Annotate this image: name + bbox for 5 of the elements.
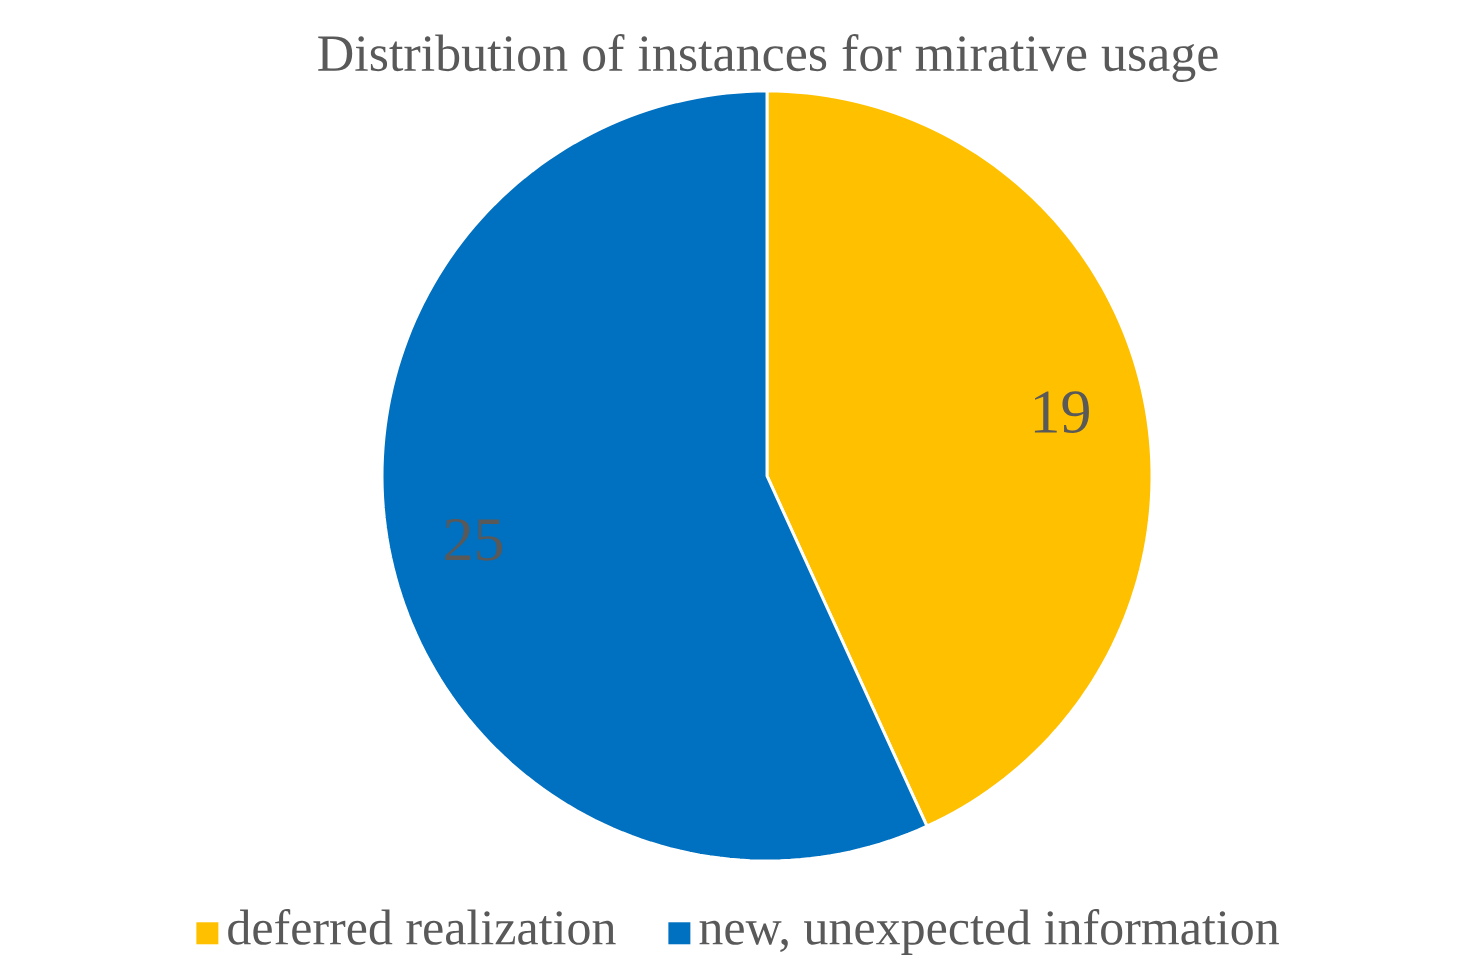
legend-label: new, unexpected information xyxy=(699,909,1279,955)
chart-title: Distribution of instances for mirative usage xyxy=(318,34,1218,82)
data-label: 19 xyxy=(1034,391,1089,433)
legend-label: deferred realization xyxy=(228,909,616,945)
data-label: 25 xyxy=(445,518,503,561)
